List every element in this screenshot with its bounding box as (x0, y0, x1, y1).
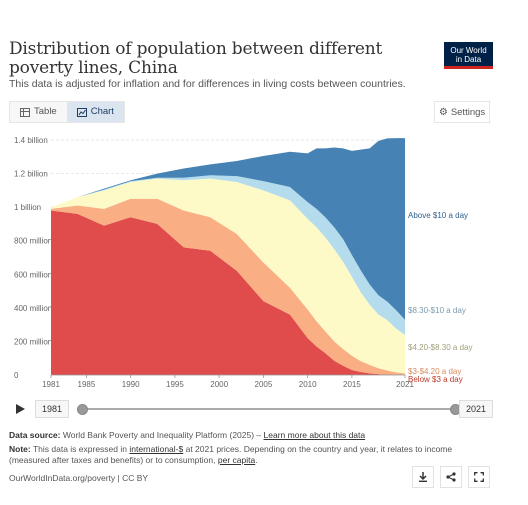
timeline-start-handle[interactable] (77, 404, 88, 415)
data-source: Data source: World Bank Poverty and Ineq… (9, 430, 489, 441)
note: Note: This data is expressed in internat… (9, 444, 489, 466)
y-tick-label: 0 (14, 371, 19, 380)
y-tick-label: 200 million (14, 337, 52, 346)
y-tick-label: 800 million (14, 237, 52, 246)
timeline: 1981 2021 (9, 398, 494, 420)
share-icon (446, 472, 456, 482)
play-icon (15, 404, 25, 414)
play-button[interactable] (9, 398, 31, 420)
area--4-20-8-30-a-day (51, 178, 405, 374)
area--3-4-20-a-day (51, 198, 405, 375)
x-tick-label: 2005 (255, 380, 273, 389)
logo-line-2: in Data (455, 55, 482, 64)
x-tick-label: 2000 (210, 380, 228, 389)
note-text-1: This data is expressed in (32, 444, 127, 454)
x-tick-label: 2021 (396, 380, 414, 389)
timeline-track[interactable] (81, 408, 454, 410)
x-tick-label: 1981 (42, 380, 60, 389)
chart-title: Distribution of population between diffe… (9, 39, 383, 78)
footer-actions (412, 466, 490, 488)
note-end: . (255, 455, 258, 465)
source-label: Data source: (9, 430, 61, 440)
legend-label: $4.20-$8.30 a day (408, 343, 473, 352)
x-tick-label: 2015 (343, 380, 361, 389)
y-tick-label: 1.4 billion (14, 136, 48, 145)
x-tick-label: 1985 (78, 380, 96, 389)
chart-icon (76, 107, 87, 117)
view-tabs: Table Chart (9, 101, 125, 123)
legend-label: Below $3 a day (408, 375, 463, 384)
note-label: Note: (9, 444, 31, 454)
tab-chart[interactable]: Chart (66, 102, 124, 122)
x-tick-label: 1990 (122, 380, 140, 389)
chart-subtitle: This data is adjusted for inflation and … (9, 78, 406, 90)
area--8-30-10-a-day (51, 175, 405, 335)
share-button[interactable] (440, 466, 462, 488)
note-text-2: at 2021 prices. Depending on the country… (9, 444, 453, 465)
x-tick-label: 2010 (299, 380, 317, 389)
timeline-start-year[interactable]: 1981 (35, 400, 70, 418)
chart-footer: Data source: World Bank Poverty and Ineq… (9, 430, 489, 466)
y-tick-label: 600 million (14, 270, 52, 279)
expand-icon (474, 472, 484, 482)
download-icon (419, 472, 427, 482)
tab-table[interactable]: Table (10, 102, 67, 122)
area-above-10-a-day (51, 138, 405, 320)
source-url[interactable]: OurWorldInData.org/poverty | CC BY (9, 473, 149, 483)
logo-line-1: Our World (450, 46, 487, 55)
international-dollar-link[interactable]: international-$ (129, 444, 184, 454)
gear-icon: ⚙ (438, 106, 448, 118)
legend-label: $3-$4.20 a day (408, 367, 461, 376)
tab-table-label: Table (34, 106, 57, 117)
owid-logo[interactable]: Our World in Data (444, 42, 493, 69)
x-tick-label: 1995 (166, 380, 184, 389)
poverty-area-chart: 0 200 million 400 million 600 million 800 mi… (14, 136, 473, 389)
learn-more-link[interactable]: Learn more about this data (263, 430, 366, 440)
timeline-end-year[interactable]: 2021 (459, 400, 494, 418)
fullscreen-button[interactable] (468, 466, 490, 488)
y-tick-label: 1.2 billion (14, 170, 48, 179)
per-capita-link[interactable]: per capita (217, 455, 256, 465)
settings-label: Settings (450, 106, 486, 118)
settings-button[interactable]: ⚙ Settings (434, 101, 490, 123)
y-tick-label: 400 million (14, 304, 52, 313)
source-text: World Bank Poverty and Inequality Platfo… (62, 430, 262, 440)
download-button[interactable] (412, 466, 434, 488)
tab-chart-label: Chart (90, 106, 114, 117)
y-tick-label: 1 billion (14, 203, 41, 212)
table-icon (20, 107, 30, 117)
area-below-3-a-day (51, 210, 405, 375)
legend-label: $8.30-$10 a day (408, 306, 466, 315)
legend-label: Above $10 a day (408, 211, 468, 220)
